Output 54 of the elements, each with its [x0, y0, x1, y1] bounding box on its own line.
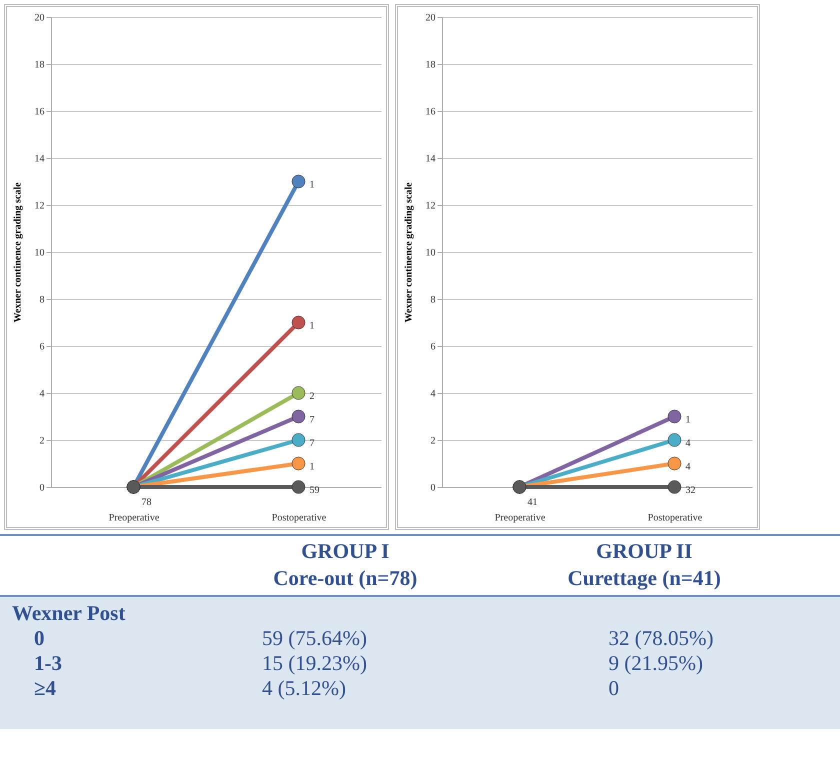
point — [668, 480, 682, 494]
y-tick-label: 18 — [426, 60, 436, 70]
y-tick-label: 14 — [426, 154, 436, 164]
annotation: 1 — [310, 180, 314, 190]
x-tick-label: Postoperative — [648, 512, 703, 524]
point — [668, 410, 682, 424]
y-tick-label: 6 — [430, 342, 436, 352]
point — [292, 316, 306, 330]
y-tick-label: 6 — [40, 342, 44, 352]
point — [292, 480, 306, 494]
y-tick-label: 4 — [40, 388, 44, 400]
y-tick-label: 20 — [34, 12, 44, 24]
annotation: 1 — [310, 462, 314, 472]
category-label: GROUP II Curettage (n=41) — [448, 535, 840, 596]
point — [292, 433, 306, 447]
point — [668, 456, 682, 470]
y-tick-label: 14 — [34, 154, 44, 164]
point — [292, 386, 306, 400]
category-label: GROUP I Core-out (n=78) — [242, 535, 448, 596]
annotation: 7 — [310, 414, 314, 426]
point — [292, 174, 306, 188]
y-tick-label: 0 — [40, 482, 44, 494]
y-tick-label: 8 — [430, 294, 436, 306]
annotation: 78 — [142, 497, 152, 508]
y-tick-label: 10 — [34, 248, 44, 258]
y-tick-label: 12 — [34, 200, 44, 212]
annotation: 59 — [310, 485, 320, 496]
y-tick-label: 12 — [426, 200, 436, 212]
y-tick-label: 0 — [430, 482, 436, 494]
annotation: 4 — [686, 462, 690, 472]
annotation: 41 — [528, 497, 538, 508]
y-tick-label: 2 — [430, 436, 436, 446]
annotation: 4 — [686, 438, 690, 449]
y-tick-label: 16 — [426, 106, 436, 118]
x-tick-label: Postoperative — [272, 512, 327, 524]
x-tick-label: Preoperative — [494, 512, 546, 524]
point — [292, 456, 306, 470]
y-tick-label: 20 — [426, 12, 436, 24]
annotation: 1 — [686, 414, 690, 426]
annotation: 1 — [310, 320, 314, 332]
point — [668, 433, 682, 447]
y-tick-label: 4 — [430, 388, 436, 400]
annotation: 7 — [310, 438, 314, 449]
y-tick-label: 2 — [40, 436, 44, 446]
y-axis-title: Wexner continence grading scale — [12, 182, 24, 323]
y-tick-label: 16 — [34, 106, 44, 118]
annotation: 32 — [686, 485, 696, 496]
x-tick-label: Preoperative — [108, 512, 160, 524]
y-tick-label: 8 — [40, 294, 44, 306]
point — [292, 410, 306, 424]
y-tick-label: 10 — [426, 248, 436, 258]
y-tick-label: 18 — [34, 60, 44, 70]
y-axis-title: Wexner continence grading scale — [404, 182, 414, 323]
annotation: 2 — [310, 391, 314, 402]
